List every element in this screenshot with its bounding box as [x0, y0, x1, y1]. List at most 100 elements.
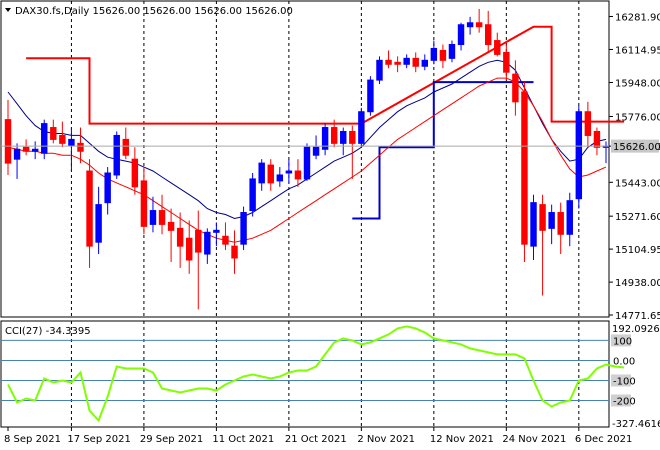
- cci-axis-top-label: 192.0926: [612, 324, 660, 335]
- candle-body: [22, 146, 30, 152]
- candle-body: [68, 138, 75, 146]
- cci-level-label: -200: [613, 396, 636, 407]
- date-tick-label: 8 Sep 2021: [4, 434, 61, 445]
- candle-body: [95, 204, 102, 243]
- candle-body: [557, 212, 564, 235]
- cci-line: [7, 325, 625, 423]
- candle-body: [530, 202, 537, 247]
- candle-body: [231, 245, 238, 259]
- date-tick-label: 24 Nov 2021: [502, 434, 566, 445]
- candle-body: [330, 127, 338, 144]
- candle-body: [312, 146, 320, 156]
- candle-body: [258, 162, 265, 184]
- symbol-header: DAX30.fs,Daily 15626.00 15626.00 15626.0…: [5, 6, 293, 17]
- candle-body: [77, 142, 84, 152]
- candle-body: [412, 57, 419, 67]
- stop-lines: [26, 25, 625, 220]
- candle-body: [213, 229, 220, 233]
- candle-body: [321, 127, 329, 150]
- candle-body: [131, 158, 139, 188]
- cci-axis-bottom-label: -327.4616: [612, 419, 660, 430]
- candle-body: [376, 59, 383, 81]
- price-tick-label: 15104.95: [615, 245, 660, 256]
- price-axis-ticks: 16281.90 16114.95 15948.00 15776.00 15626.00…: [609, 12, 660, 322]
- candle-body: [367, 79, 374, 113]
- candle-body: [240, 212, 247, 245]
- candle-body: [285, 170, 293, 174]
- candlesticks: [4, 8, 610, 310]
- price-tick-label: 15776.00: [615, 112, 660, 123]
- candle-body: [267, 164, 274, 184]
- blue-stop-line: [352, 81, 534, 220]
- price-tick-label: 14771.65: [615, 311, 660, 322]
- candle-body: [430, 47, 438, 61]
- candle-body: [50, 127, 57, 140]
- cci-level-badge: [611, 374, 631, 387]
- candle-body: [86, 170, 93, 247]
- candle-body: [521, 91, 528, 245]
- cci-axis-ticks: 100 0.00 -100 -200: [611, 334, 636, 407]
- candle-body: [566, 200, 573, 235]
- candle-body: [113, 134, 120, 176]
- candle-body: [222, 235, 229, 245]
- candle-body: [457, 24, 465, 46]
- candle-body: [466, 22, 474, 28]
- candle-body: [503, 51, 510, 73]
- cci-level-label: 0.00: [613, 356, 635, 367]
- candle-body: [59, 134, 66, 144]
- date-tick-label: 29 Sep 2021: [140, 434, 203, 445]
- cci-level-label: 100: [613, 336, 632, 347]
- date-tick-label: 12 Nov 2021: [430, 434, 494, 445]
- symbol-line: DAX30.fs,Daily 15626.00 15626.00 15626.0…: [15, 6, 293, 17]
- candle-body: [358, 111, 365, 144]
- candle-body: [539, 204, 546, 231]
- candle-body: [593, 130, 601, 148]
- candle-body: [303, 146, 311, 180]
- candle-body: [122, 138, 130, 156]
- candle-body: [385, 59, 392, 65]
- current-price-label: 15626.00: [613, 142, 660, 153]
- cci-line-group: [7, 325, 625, 423]
- candle-body: [575, 111, 583, 200]
- cci-level-lines: [1, 339, 609, 401]
- candle-body: [204, 231, 211, 255]
- candle-body: [167, 221, 175, 231]
- candle-body: [421, 59, 429, 67]
- candle-body: [340, 130, 347, 144]
- candle-body: [439, 49, 447, 61]
- candle-body: [484, 24, 492, 46]
- collapse-arrow-icon[interactable]: [5, 8, 11, 12]
- candle-body: [584, 111, 592, 136]
- cci-level-badge: [611, 334, 631, 347]
- candle-body: [158, 210, 166, 225]
- price-tick-label: 15948.00: [615, 78, 660, 89]
- date-tick-label: 21 Oct 2021: [285, 434, 347, 445]
- candle-body: [448, 44, 456, 59]
- cci-level-badge: [611, 394, 631, 407]
- date-tick-label: 11 Oct 2021: [212, 434, 274, 445]
- date-tick-label: 17 Sep 2021: [67, 434, 130, 445]
- candle-body: [294, 170, 302, 180]
- price-tick-label: 14938.00: [615, 278, 660, 289]
- candle-body: [394, 61, 401, 65]
- candle-body: [548, 212, 555, 229]
- date-tick-label: 6 Dec 2021: [575, 434, 633, 445]
- date-axis-ticks: 8 Sep 2021 17 Sep 2021 29 Sep 2021 11 Oct 2…: [4, 427, 632, 445]
- candle-body: [276, 174, 284, 182]
- cci-title: CCI(27) -34.3395: [5, 326, 91, 337]
- candle-body: [4, 119, 12, 164]
- cci-level-label: -100: [613, 376, 636, 387]
- candle-body: [31, 148, 39, 152]
- candle-body: [494, 40, 501, 55]
- price-tick-label: 16114.95: [615, 45, 660, 56]
- candle-body: [512, 73, 519, 103]
- candle-body: [185, 237, 193, 261]
- price-tick-label: 15443.00: [615, 178, 660, 189]
- cci-plot-frame: [0, 320, 610, 428]
- price-tick-label: 15271.60: [615, 212, 660, 223]
- date-tick-label: 2 Nov 2021: [357, 434, 415, 445]
- candle-body: [176, 227, 184, 247]
- candle-body: [349, 130, 356, 144]
